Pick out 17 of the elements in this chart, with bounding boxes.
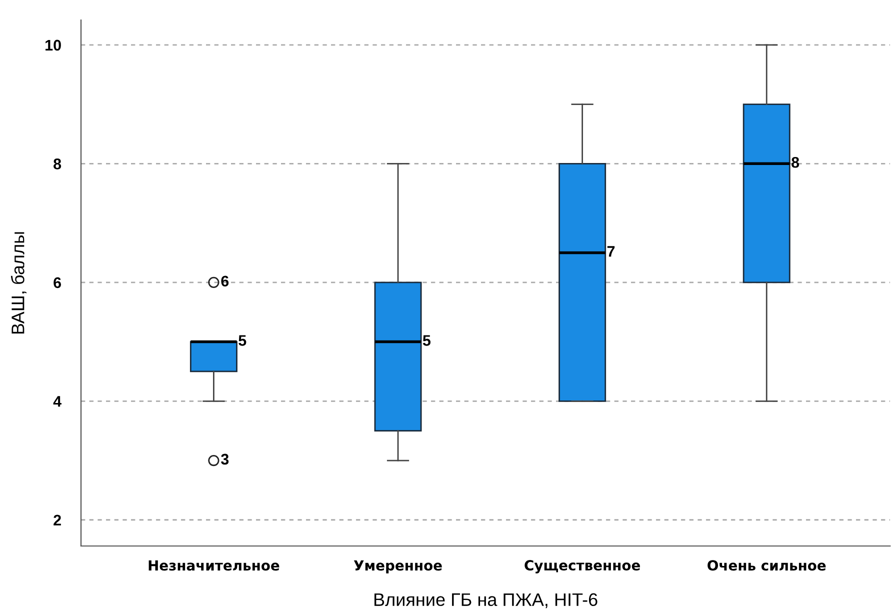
annotation: 7 [607,246,615,257]
x-tick-label: Очень сильное [708,560,826,571]
y-axis-title: ВАШ, баллы [10,232,26,334]
y-tick-label: 10 [46,40,61,51]
y-tick-label: 8 [54,158,62,170]
annotation: 3 [220,454,229,465]
y-tick-label: 4 [53,396,62,407]
x-tick-label: Умеренное [354,560,442,574]
annotation: 6 [221,276,229,287]
y-tick-label: 6 [54,277,62,288]
x-axis-title: Влияние ГБ на ПЖА, HIT-6 [374,593,598,608]
x-tick-label: Незначительное [148,560,280,571]
annotation: 5 [422,335,431,346]
x-tick-label: Существенное [524,560,640,574]
annotation: 5 [238,335,246,346]
y-tick-label: 2 [54,514,61,526]
annotation: 8 [792,156,800,168]
